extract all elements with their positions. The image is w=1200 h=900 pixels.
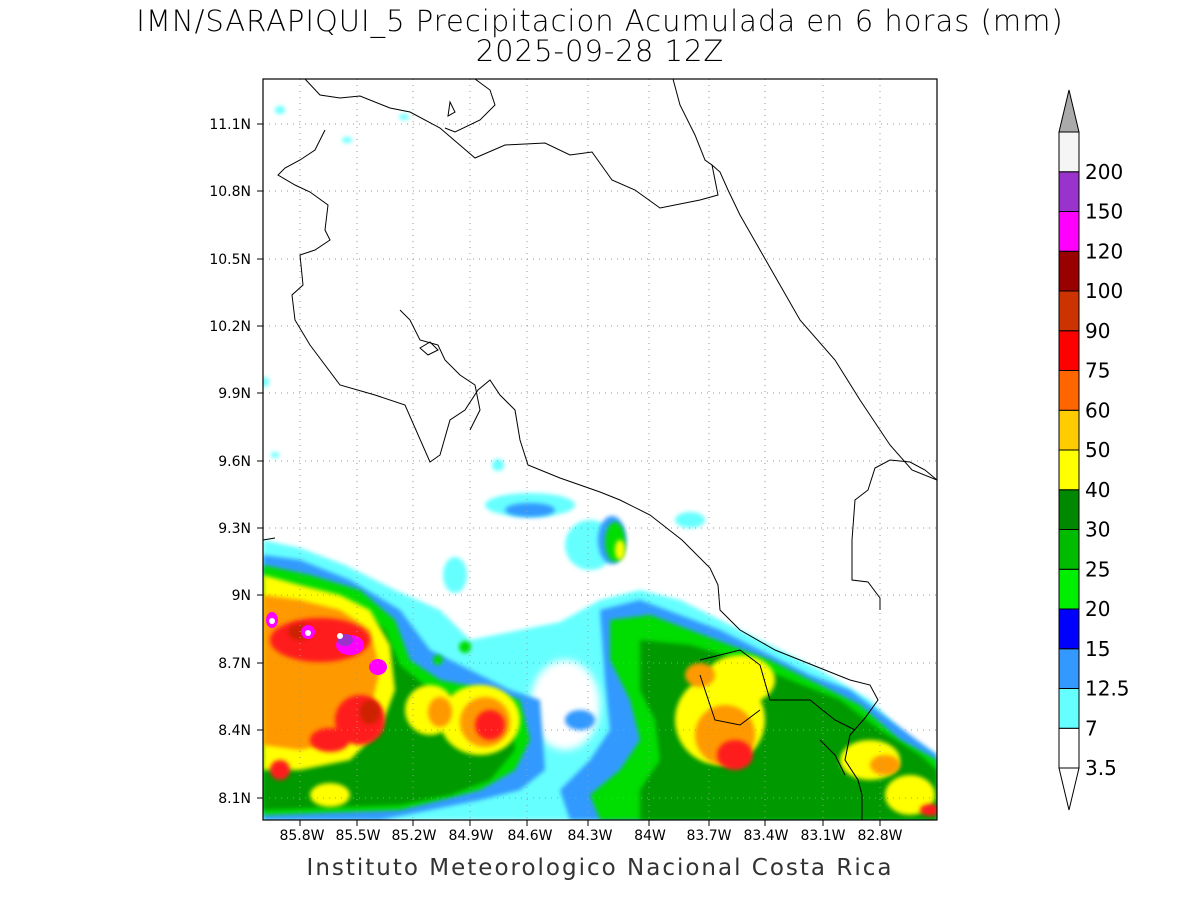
lon-label: 85.8W [279, 828, 324, 844]
lon-label: 83.7W [686, 828, 731, 844]
colorbar-level-label: 12.5 [1085, 677, 1130, 701]
lon-label: 84W [634, 828, 666, 844]
colorbar-under-arrow [1058, 767, 1080, 811]
map-subtitle-date: 2025-09-28 12Z [475, 34, 725, 68]
colorbar-swatch [1058, 568, 1080, 610]
colorbar-level-label: 7 [1085, 716, 1098, 740]
lon-label: 85.2W [391, 828, 436, 844]
colorbar-swatch [1058, 608, 1080, 650]
lat-label: 9.3N [218, 521, 251, 537]
colorbar-level-label: 100 [1085, 279, 1123, 303]
colorbar-swatch [1058, 489, 1080, 530]
lat-label: 9N [232, 588, 251, 604]
lon-label: 82.8W [857, 828, 902, 844]
lat-label: 10.8N [209, 184, 251, 200]
colorbar-swatch [1058, 171, 1080, 212]
colorbar-swatch [1058, 250, 1080, 292]
axis-ticks [257, 123, 881, 826]
colorbar-level-label: 75 [1085, 359, 1110, 383]
colorbar-level-label: 120 [1085, 239, 1123, 263]
coastline-borders [263, 79, 937, 820]
footer-credit: Instituto Meteorologico Nacional Costa R… [306, 855, 894, 881]
colorbar-level-label: 20 [1085, 597, 1110, 621]
colorbar-level-label: 150 [1085, 200, 1123, 224]
colorbar-level-label: 200 [1085, 160, 1123, 184]
colorbar-swatch [1058, 330, 1080, 371]
lat-label: 10.5N [209, 252, 251, 268]
colorbar-swatch [1058, 290, 1080, 332]
colorbar-level-label: 90 [1085, 319, 1110, 343]
colorbar-swatch [1058, 211, 1080, 252]
plot-frame [262, 78, 938, 821]
colorbar-swatch [1058, 131, 1080, 173]
colorbar-swatch [1058, 370, 1080, 411]
lat-label: 8.1N [218, 791, 251, 807]
map-title: IMN/SARAPIQUI_5 Precipitacion Acumulada … [136, 4, 1064, 38]
lat-label: 8.4N [218, 723, 251, 739]
lon-label: 84.9W [448, 828, 493, 844]
colorbar-level-label: 15 [1085, 637, 1110, 661]
lat-label: 11.1N [209, 117, 251, 133]
latitude-labels: 11.1N 10.8N 10.5N 10.2N 9.9N 9.6N 9.3N 9… [209, 117, 251, 807]
colorbar-swatch [1058, 648, 1080, 689]
lat-label: 9.6N [218, 454, 251, 470]
colorbar-level-label: 3.5 [1085, 756, 1117, 780]
colorbar-swatch [1058, 727, 1080, 769]
colorbar-swatch [1058, 688, 1080, 729]
colorbar-swatch [1058, 409, 1080, 451]
lon-label: 83.1W [800, 828, 845, 844]
colorbar-legend: 3.5 7 12.5 15 20 25 30 40 50 60 75 90 100 120 150 200 [1058, 89, 1130, 811]
colorbar-level-label: 40 [1085, 478, 1110, 502]
colorbar-level-label: 60 [1085, 398, 1110, 422]
lon-label: 84.3W [567, 828, 612, 844]
colorbar-level-label: 50 [1085, 438, 1110, 462]
lon-label: 83.4W [743, 828, 788, 844]
lat-label: 8.7N [218, 656, 251, 672]
lat-label: 9.9N [218, 386, 251, 402]
colorbar-over-arrow [1058, 89, 1080, 133]
longitude-labels: 85.8W 85.5W 85.2W 84.9W 84.6W 84.3W 84W … [279, 828, 902, 844]
colorbar-level-label: 25 [1085, 557, 1110, 581]
lat-label: 10.2N [209, 319, 251, 335]
precipitation-field [263, 106, 937, 820]
colorbar-swatch [1058, 449, 1080, 491]
lon-label: 84.6W [507, 828, 552, 844]
colorbar-level-label: 30 [1085, 518, 1110, 542]
colorbar-swatch [1058, 529, 1080, 570]
lon-label: 85.5W [335, 828, 380, 844]
lat-lon-grid [263, 79, 937, 820]
